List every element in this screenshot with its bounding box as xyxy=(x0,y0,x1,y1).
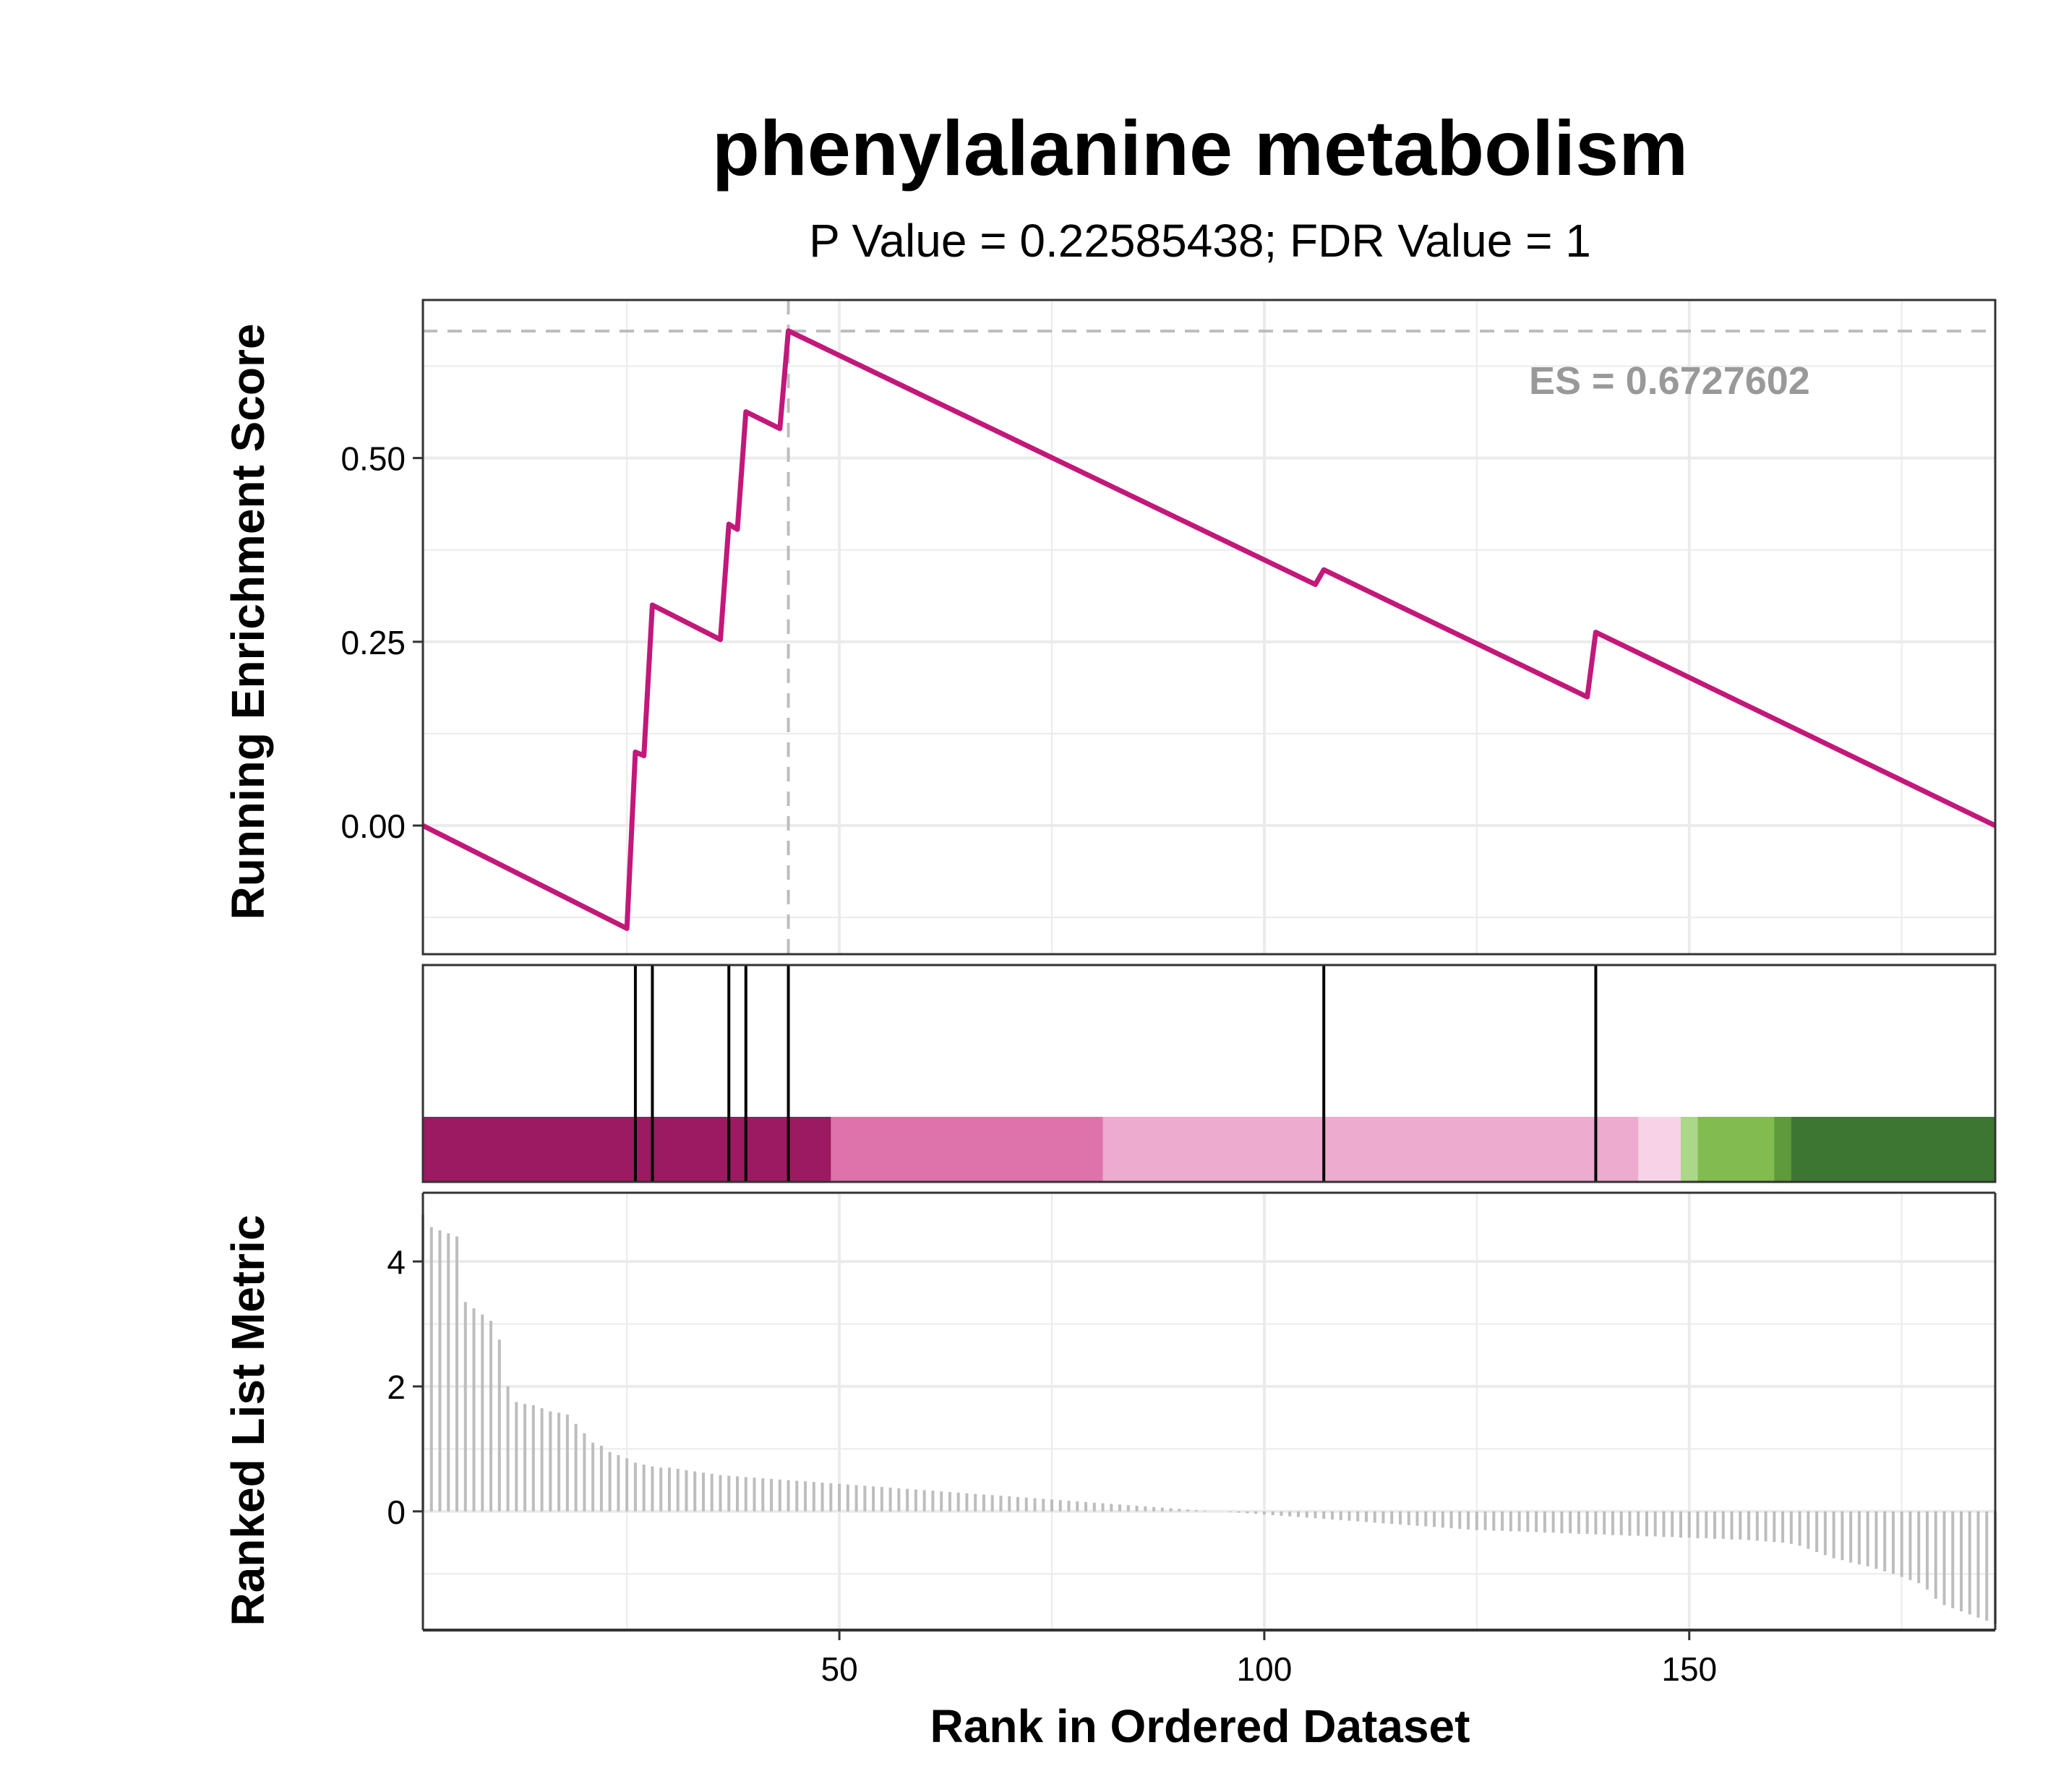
chart-subtitle: P Value = 0.22585438; FDR Value = 1 xyxy=(809,215,1591,267)
rank-color-band xyxy=(1697,1117,1775,1182)
enrichment-panel-background xyxy=(423,300,1995,954)
metric-panel-background xyxy=(423,1193,1995,1630)
y-axis-label-enrichment: Running Enrichment Score xyxy=(222,324,274,920)
metric-y-tick-label: 2 xyxy=(387,1368,406,1406)
x-tick-label: 100 xyxy=(1237,1650,1293,1688)
rank-color-band xyxy=(1681,1117,1699,1182)
x-axis-label: Rank in Ordered Dataset xyxy=(930,1700,1470,1752)
rank-color-band xyxy=(1791,1117,1996,1182)
gene-hit-panel xyxy=(421,964,1997,1183)
enrichment-y-tick-label: 0.25 xyxy=(340,624,406,661)
es-value-label: ES = 0.6727602 xyxy=(1529,359,1810,403)
y-axis-label-metric: Ranked List Metric xyxy=(222,1214,274,1626)
metric-y-tick-label: 0 xyxy=(387,1493,406,1531)
enrichment-score-panel: ES = 0.6727602 0.00 0.25 0.50 xyxy=(340,299,1997,956)
enrichment-y-tick-label: 0.00 xyxy=(340,807,406,845)
x-tick-label: 50 xyxy=(821,1650,857,1688)
rank-color-band xyxy=(1774,1117,1792,1182)
enrichment-y-tick-label: 0.50 xyxy=(340,440,406,478)
hit-panel-frame xyxy=(421,964,1997,1183)
rank-color-band xyxy=(1102,1117,1640,1182)
rank-color-band xyxy=(423,1117,832,1182)
rank-color-band xyxy=(1638,1117,1681,1182)
ranked-metric-panel: 0 2 4 50 100 150 xyxy=(387,1191,1997,1688)
x-tick-label: 150 xyxy=(1661,1650,1717,1688)
running-enrichment-curve xyxy=(421,328,1997,931)
enrichment-panel-frame xyxy=(421,299,1997,956)
metric-y-tick-label: 4 xyxy=(387,1243,406,1281)
rank-color-band xyxy=(831,1117,1104,1182)
chart-title: phenylalanine metabolism xyxy=(712,104,1688,192)
